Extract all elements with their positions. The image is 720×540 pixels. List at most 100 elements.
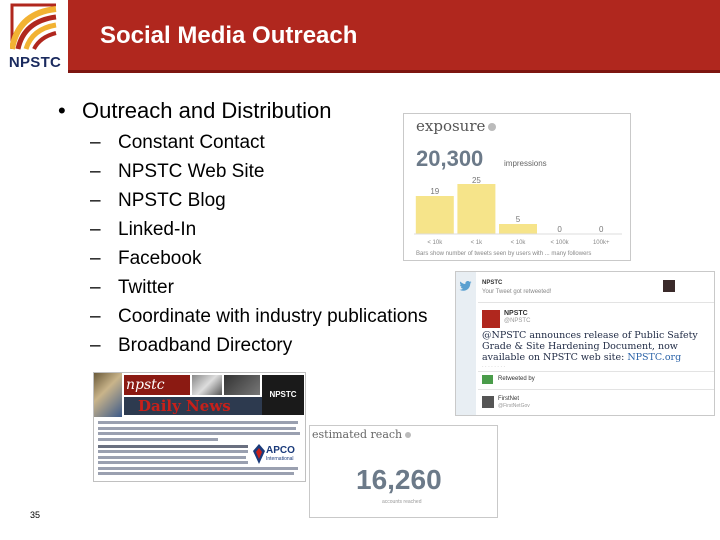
chart-bar bbox=[415, 196, 454, 234]
text-line bbox=[98, 444, 248, 448]
twitter-card: NPSTC Your Tweet got retweeted! NPSTC @N… bbox=[455, 271, 715, 416]
chart-tick-label: 100k+ bbox=[593, 240, 610, 246]
retweeter-name[interactable]: FirstNet bbox=[498, 396, 519, 402]
list-item: – Twitter bbox=[90, 273, 427, 302]
channel-label: Twitter bbox=[118, 277, 174, 298]
text-line bbox=[98, 466, 298, 470]
chart-tick-label: < 100k bbox=[551, 240, 570, 246]
channel-label: Broadband Directory bbox=[118, 335, 293, 356]
newsletter-body bbox=[98, 421, 303, 478]
impressions-label: impressions bbox=[504, 159, 547, 168]
title-underline bbox=[68, 70, 720, 73]
text-line bbox=[98, 461, 248, 464]
chart-bar bbox=[499, 224, 537, 234]
npstc-logo: NPSTC bbox=[4, 3, 62, 73]
reach-title-text: estimated reach bbox=[312, 428, 403, 441]
newsletter-logo: NPSTC bbox=[262, 375, 304, 415]
tweet-meta: · · · · · · · · bbox=[482, 364, 506, 370]
main-bullet-text: Outreach and Distribution bbox=[82, 98, 332, 123]
exposure-footnote: Bars show number of tweets seen by users… bbox=[416, 251, 592, 257]
avatar[interactable] bbox=[482, 310, 500, 328]
chart-data-label: 0 bbox=[557, 225, 562, 234]
reach-label: accounts reached bbox=[382, 499, 422, 505]
reach-card: estimated reach 16,260 accounts reached bbox=[309, 425, 498, 518]
exposure-title: exposure bbox=[416, 117, 497, 135]
channel-label: NPSTC Web Site bbox=[118, 161, 265, 182]
chart-tick-label: < 10k bbox=[511, 240, 527, 246]
chart-data-label: 0 bbox=[599, 225, 604, 234]
text-line bbox=[98, 450, 248, 453]
tweet-author[interactable]: NPSTC bbox=[504, 310, 528, 317]
dash-icon: – bbox=[90, 306, 101, 327]
exposure-title-text: exposure bbox=[416, 117, 486, 135]
newsletter-banner: npstc Daily News NPSTC bbox=[94, 373, 305, 417]
list-item: – Linked-In bbox=[90, 215, 427, 244]
channel-label: Constant Contact bbox=[118, 132, 265, 153]
channel-list: – Constant Contact – NPSTC Web Site – NPSTC… bbox=[90, 128, 427, 360]
tweet-body: @NPSTC announces release of Public Safet… bbox=[482, 330, 698, 363]
banner-image bbox=[192, 375, 222, 395]
banner-title: Daily News bbox=[124, 397, 262, 415]
slide-title: Social Media Outreach bbox=[100, 22, 358, 49]
list-item: – NPSTC Blog bbox=[90, 186, 427, 215]
title-bar: Social Media Outreach bbox=[68, 0, 720, 70]
tweet-text: @NPSTC announces release of Public Safet… bbox=[482, 330, 712, 363]
channel-label: Linked-In bbox=[118, 219, 197, 240]
dash-icon: – bbox=[90, 161, 101, 182]
tweet-handle: @NPSTC bbox=[504, 318, 531, 324]
text-line bbox=[98, 437, 218, 441]
text-line bbox=[98, 426, 296, 430]
exposure-bar-chart: 19 < 10k 25 < 1k 5 < 10k 0 < 100k 0 100k+ bbox=[414, 176, 622, 246]
twitter-sidebar bbox=[456, 272, 476, 415]
dash-icon: – bbox=[90, 219, 101, 240]
list-item: – Coordinate with industry publications bbox=[90, 302, 427, 331]
dash-icon: – bbox=[90, 277, 101, 298]
tweet-link[interactable]: NPSTC.org bbox=[627, 352, 682, 363]
newsletter-card: npstc Daily News NPSTC APCO Internationa… bbox=[93, 372, 306, 482]
text-line bbox=[98, 432, 300, 435]
npstc-logo-mark-icon bbox=[10, 3, 58, 51]
dash-icon: – bbox=[90, 335, 101, 356]
info-icon bbox=[488, 123, 497, 131]
text-line bbox=[98, 472, 294, 475]
channel-label: Coordinate with industry publications bbox=[118, 306, 428, 327]
channel-label: NPSTC Blog bbox=[118, 190, 226, 211]
page-number: 35 bbox=[30, 510, 41, 520]
retweeter-avatar[interactable] bbox=[482, 396, 494, 408]
chart-data-label: 5 bbox=[516, 215, 521, 224]
list-item: – Constant Contact bbox=[90, 128, 427, 157]
chart-data-label: 25 bbox=[472, 176, 481, 185]
info-icon bbox=[405, 432, 412, 438]
dash-icon: – bbox=[90, 190, 101, 211]
bullet-dot-icon: • bbox=[58, 98, 66, 123]
retweet-label: Retweeted by bbox=[498, 376, 535, 382]
channel-label: Facebook bbox=[118, 248, 202, 269]
thumbnail-icon bbox=[663, 280, 675, 292]
retweet-icon bbox=[482, 375, 493, 384]
reach-title: estimated reach bbox=[312, 428, 412, 441]
divider bbox=[478, 389, 714, 390]
apco-logo: APCO International bbox=[252, 443, 298, 467]
apco-name: APCO bbox=[266, 445, 295, 456]
dash-icon: – bbox=[90, 248, 101, 269]
twitter-bird-icon bbox=[459, 281, 472, 291]
exposure-card: exposure 20,300 impressions 19 < 10k 25 < 1… bbox=[403, 113, 631, 261]
notification-subtitle: Your Tweet got retweeted! bbox=[482, 289, 552, 295]
divider bbox=[478, 371, 714, 372]
main-bullet: • Outreach and Distribution bbox=[58, 98, 331, 124]
chart-tick-label: < 1k bbox=[471, 240, 484, 246]
banner-image bbox=[224, 375, 260, 395]
text-line bbox=[98, 455, 246, 459]
chart-data-label: 19 bbox=[430, 187, 439, 196]
list-item: – Broadband Directory bbox=[90, 331, 427, 360]
apco-sub: International bbox=[266, 456, 294, 462]
list-item: – NPSTC Web Site bbox=[90, 157, 427, 186]
slide-header: NPSTC Social Media Outreach bbox=[0, 0, 720, 73]
dash-icon: – bbox=[90, 132, 101, 153]
divider bbox=[478, 302, 714, 303]
impressions-value: 20,300 bbox=[416, 146, 484, 171]
banner-image bbox=[94, 373, 122, 417]
text-line bbox=[98, 421, 298, 424]
apco-mark-icon bbox=[253, 444, 265, 464]
retweeter-handle: @FirstNetGov bbox=[498, 403, 530, 409]
